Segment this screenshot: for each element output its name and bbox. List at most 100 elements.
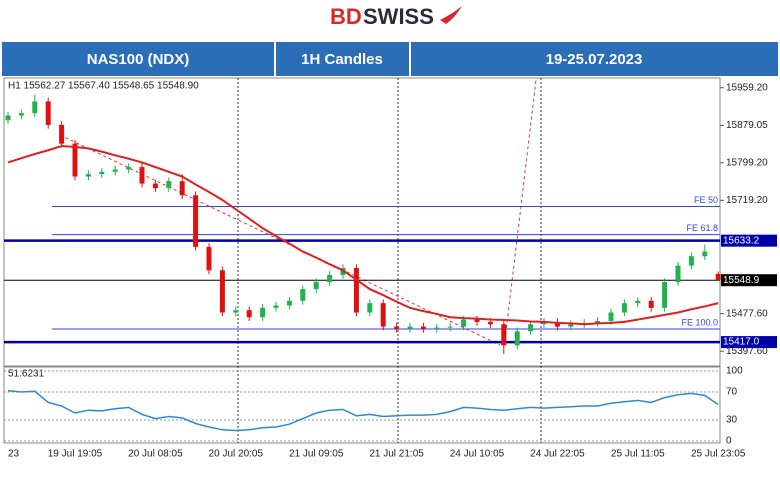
rsi-info: 51.6231 bbox=[8, 369, 45, 380]
x-tick-label: 19 Jul 19:05 bbox=[48, 449, 103, 460]
banner: NAS100 (NDX) 1H Candles 19-25.07.2023 bbox=[2, 42, 778, 76]
candle-body bbox=[166, 181, 172, 189]
price-label-box bbox=[721, 274, 777, 287]
candle-body bbox=[528, 324, 534, 332]
moving-average bbox=[7, 145, 719, 326]
candle-body bbox=[688, 256, 694, 266]
candle-body bbox=[394, 326, 400, 329]
candle-body bbox=[568, 324, 574, 327]
y-tick-label: 15397.60 bbox=[726, 346, 768, 357]
rsi-tick-label: 70 bbox=[726, 387, 738, 398]
candle-body bbox=[59, 124, 65, 144]
price-label: 15633.2 bbox=[723, 235, 760, 246]
x-tick-label: 24 Jul 10:05 bbox=[450, 449, 505, 460]
fib-label: FE 61.8 bbox=[686, 223, 718, 233]
banner-cell: 19-25.07.2023 bbox=[546, 51, 643, 68]
candle-body bbox=[447, 326, 453, 328]
trend-lines bbox=[59, 79, 537, 346]
candle-body bbox=[18, 113, 24, 116]
candle-body bbox=[554, 321, 560, 327]
candle-body bbox=[635, 300, 641, 304]
candle-body bbox=[32, 101, 38, 114]
price-label: 15548.9 bbox=[723, 275, 760, 286]
banner-bg bbox=[2, 42, 778, 76]
candle-body bbox=[286, 300, 292, 306]
price-label: 15417.0 bbox=[723, 337, 760, 348]
price-pane bbox=[3, 77, 721, 367]
logo: BD SWISS bbox=[330, 4, 462, 29]
rsi-pane bbox=[3, 366, 721, 444]
x-tick-label: 24 Jul 22:05 bbox=[530, 449, 585, 460]
x-tick-label: 20 Jul 20:05 bbox=[209, 449, 264, 460]
y-tick-label: 15719.20 bbox=[726, 195, 768, 206]
y-tick-label: 15477.60 bbox=[726, 308, 768, 319]
fib-label: FE 50 bbox=[694, 195, 718, 205]
rsi-tick-label: 0 bbox=[726, 436, 732, 447]
x-tick-label: 25 Jul 23:05 bbox=[691, 449, 746, 460]
banner-cell: 1H Candles bbox=[301, 51, 383, 68]
candle-body bbox=[702, 251, 708, 257]
trend-line bbox=[504, 79, 537, 341]
candle-body bbox=[487, 321, 493, 325]
candle-body bbox=[420, 326, 426, 329]
candle-body bbox=[327, 275, 333, 283]
logo-icon bbox=[440, 6, 462, 24]
logo-swiss: SWISS bbox=[363, 4, 434, 29]
candle-body bbox=[367, 303, 373, 313]
price-info: H1 15562.27 15567.40 15548.65 15548.90 bbox=[8, 81, 199, 92]
candle-body bbox=[5, 115, 11, 121]
candle-body bbox=[206, 246, 212, 271]
price-label-box bbox=[721, 336, 777, 349]
candle-body bbox=[675, 265, 681, 283]
candle-body bbox=[313, 282, 319, 290]
candle-body bbox=[126, 167, 132, 170]
candle-body bbox=[380, 303, 386, 327]
candle-body bbox=[233, 310, 239, 313]
candle-body bbox=[621, 303, 627, 313]
candle-body bbox=[608, 312, 614, 321]
candle-body bbox=[193, 195, 199, 247]
candle-body bbox=[434, 327, 440, 329]
x-tick-label: 21 Jul 09:05 bbox=[289, 449, 344, 460]
candle-body bbox=[219, 270, 225, 313]
candle-body bbox=[99, 171, 105, 175]
candle-body bbox=[260, 307, 266, 318]
candle-body bbox=[407, 326, 413, 329]
y-tick-label: 15959.20 bbox=[726, 82, 768, 93]
candle-body bbox=[353, 267, 359, 313]
candle-body bbox=[179, 181, 185, 196]
x-tick-label: 21 Jul 21:05 bbox=[369, 449, 424, 460]
rsi-tick-label: 30 bbox=[726, 415, 738, 426]
candle-body bbox=[273, 305, 279, 308]
candle-body bbox=[300, 289, 306, 301]
candle-body bbox=[85, 174, 91, 177]
banner-cell: NAS100 (NDX) bbox=[87, 51, 190, 68]
rsi-tick-label: 100 bbox=[726, 366, 743, 377]
candle-body bbox=[152, 183, 158, 189]
candle-body bbox=[715, 273, 721, 281]
rsi-line bbox=[7, 389, 719, 432]
candle-body bbox=[514, 331, 520, 346]
candle-body bbox=[246, 310, 252, 318]
candle-body bbox=[648, 300, 654, 308]
candle-body bbox=[72, 143, 78, 177]
fib-label: FE 100.0 bbox=[681, 317, 718, 327]
candle-body bbox=[112, 169, 118, 172]
candle-body bbox=[541, 321, 547, 325]
x-tick-label: 25 Jul 11:05 bbox=[611, 449, 665, 460]
x-tick-label: 20 Jul 08:05 bbox=[128, 449, 183, 460]
candle-body bbox=[139, 167, 145, 184]
x-tick-label: 23 bbox=[8, 449, 20, 460]
y-tick-label: 15879.05 bbox=[726, 120, 768, 131]
candle-body bbox=[501, 324, 507, 346]
y-tick-label: 15799.20 bbox=[726, 157, 768, 168]
candle-body bbox=[45, 101, 51, 125]
vlines bbox=[237, 78, 542, 443]
logo-bd: BD bbox=[330, 4, 362, 29]
candle-body bbox=[662, 282, 668, 308]
candle-body bbox=[474, 319, 480, 322]
candle-body bbox=[461, 319, 467, 327]
price-label-box bbox=[721, 234, 777, 247]
candle-body bbox=[595, 320, 601, 323]
